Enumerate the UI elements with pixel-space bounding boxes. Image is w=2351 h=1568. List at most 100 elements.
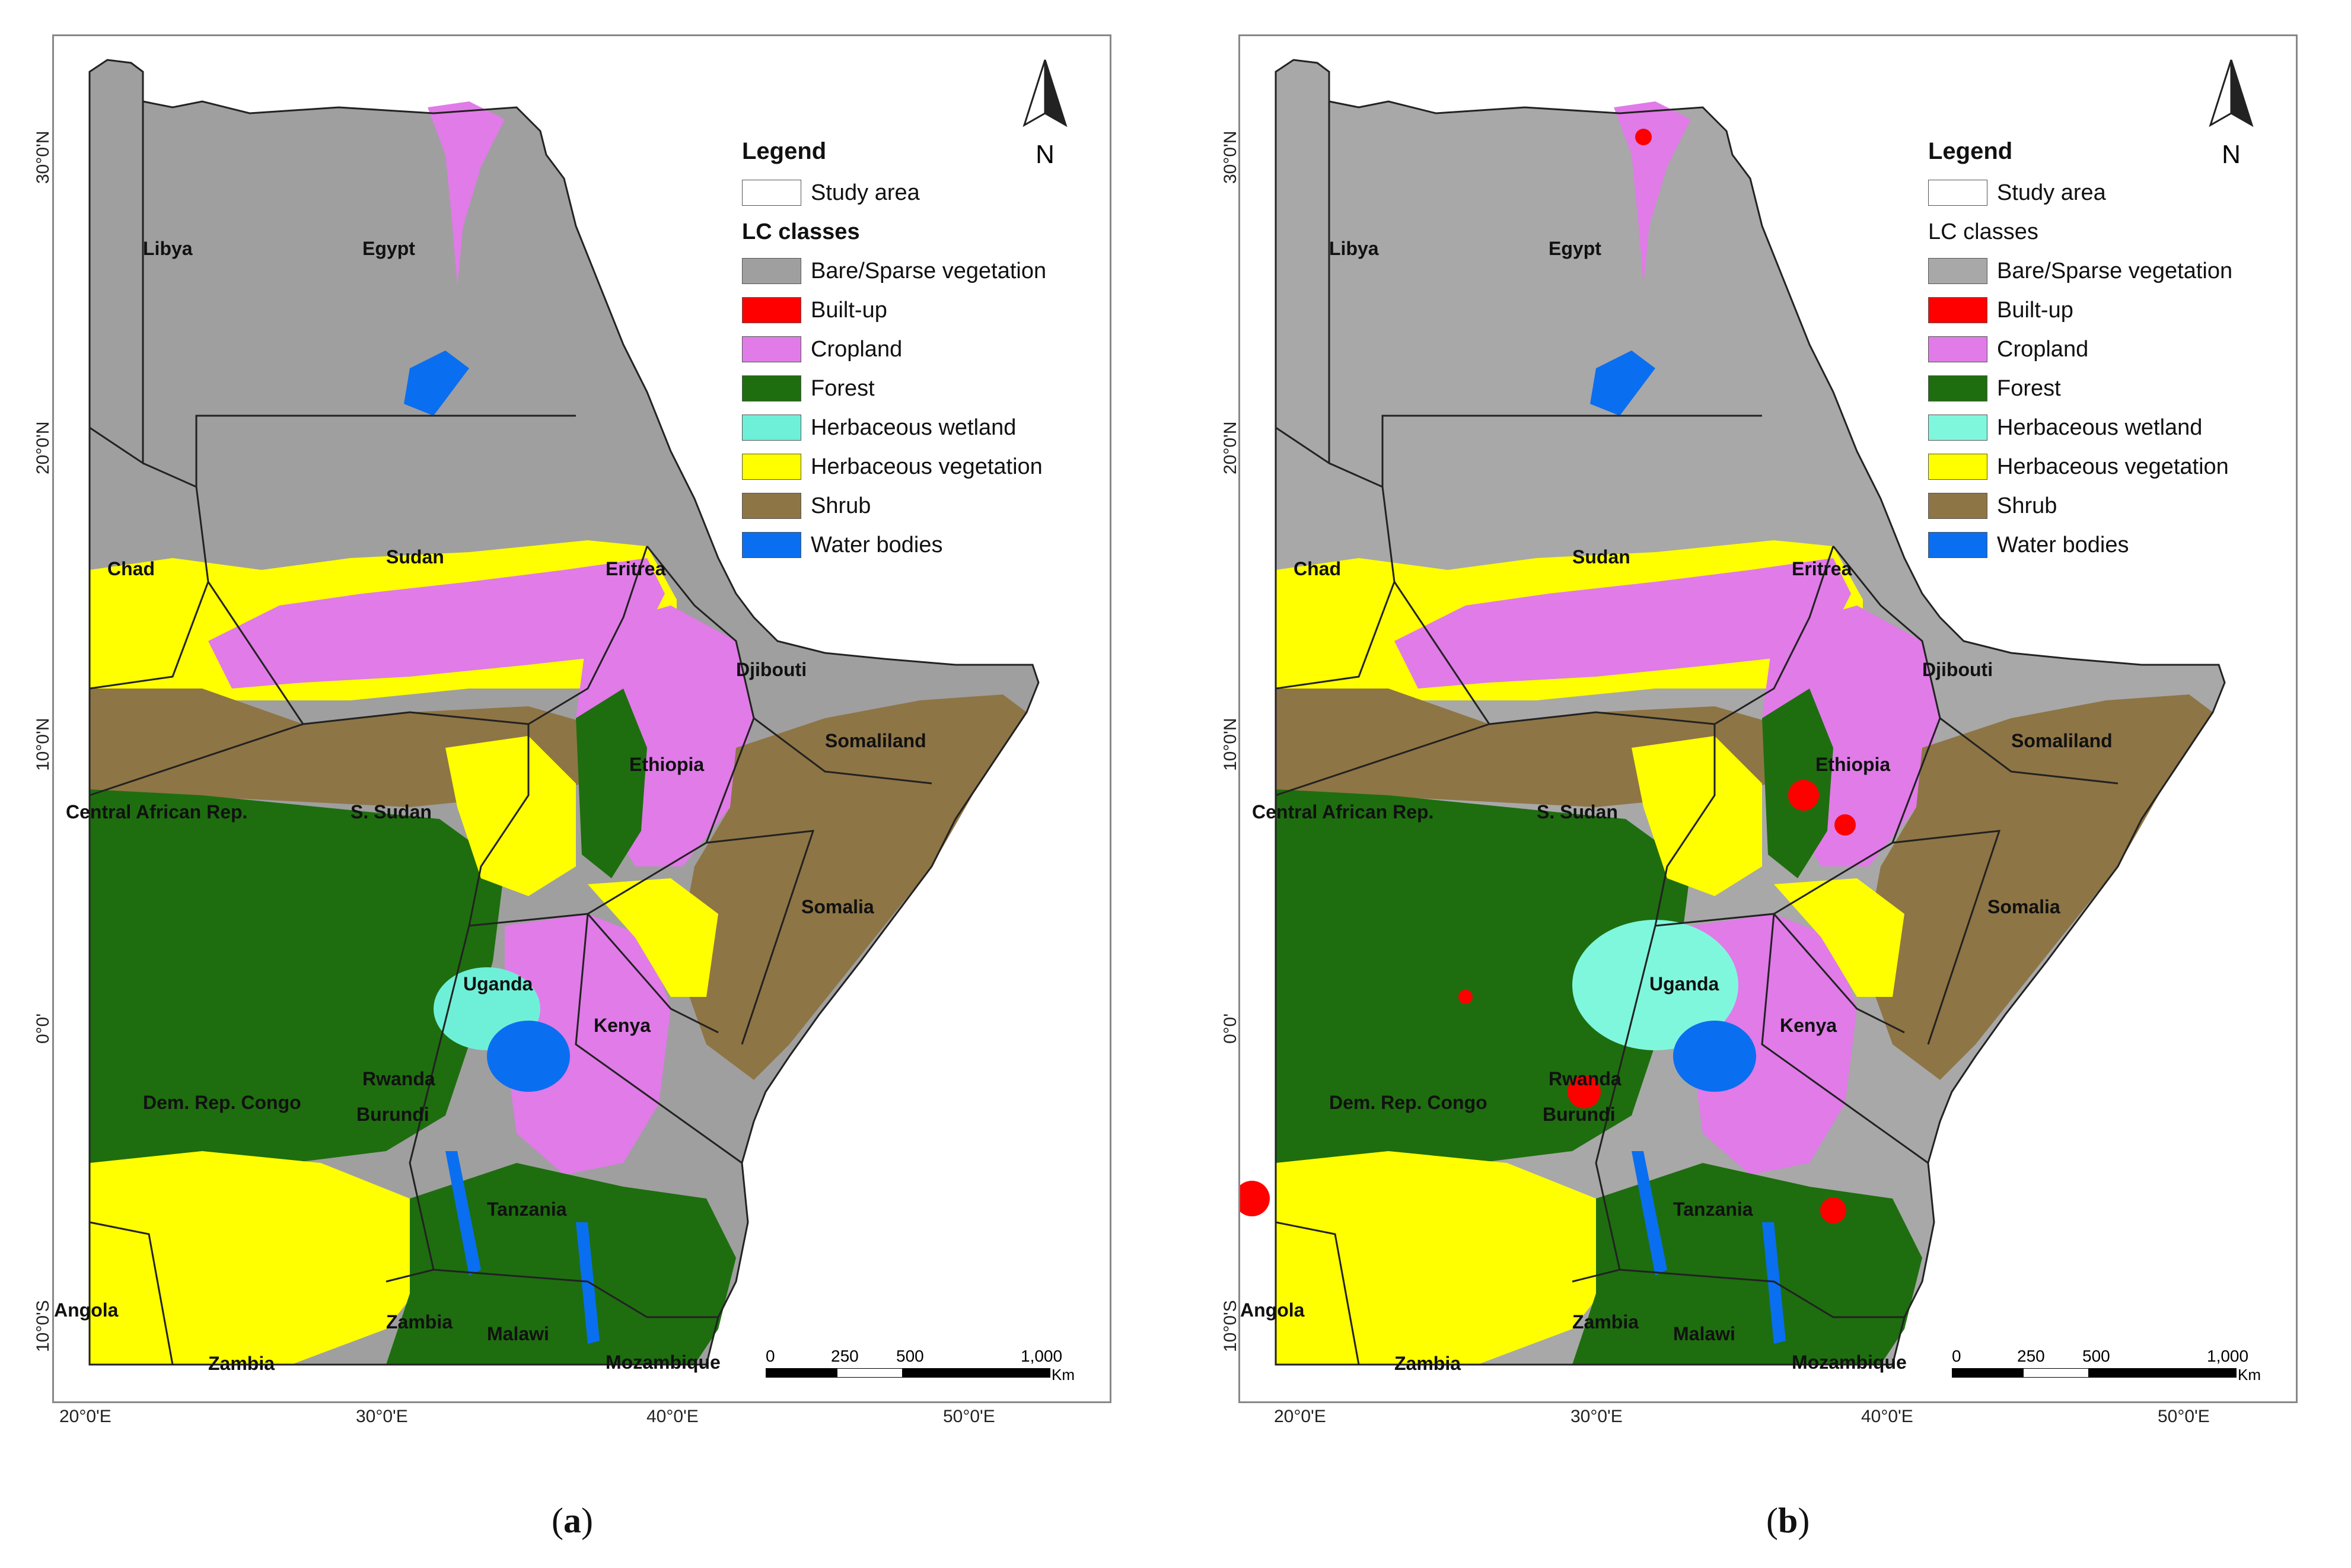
label-chad: Chad xyxy=(1294,558,1341,579)
lake-tanganyika xyxy=(1632,1151,1667,1276)
scale-segment xyxy=(902,1368,1050,1378)
study-area-label: Study area xyxy=(1997,180,2106,205)
north-arrow-icon xyxy=(1022,59,1068,128)
legend-swatch xyxy=(1928,454,1987,480)
label-tanzania: Tanzania xyxy=(487,1199,567,1220)
legend-label: Forest xyxy=(1997,375,2061,401)
legend-study-area: Study area xyxy=(742,173,1046,212)
label-angola: Angola xyxy=(1240,1299,1305,1321)
legend-label: Built-up xyxy=(1997,297,2073,323)
scale-segment xyxy=(837,1368,903,1378)
lake-tanganyika xyxy=(445,1151,481,1276)
legend-swatch xyxy=(742,258,801,284)
legend-label: Water bodies xyxy=(1997,532,2129,557)
label-mozambique: Mozambique xyxy=(1792,1352,1907,1373)
legend-swatch xyxy=(742,297,801,323)
legend-item: Built-up xyxy=(1928,291,2232,330)
legend-item: Herbaceous vegetation xyxy=(1928,447,2232,486)
legend-swatch xyxy=(1928,336,1987,362)
scale-segment xyxy=(2023,1368,2089,1378)
nile-cropland xyxy=(1614,101,1691,285)
lake-victoria xyxy=(487,1021,570,1092)
lon-tick: 20°0'E xyxy=(1274,1407,1326,1426)
lat-tick: 20°0'N xyxy=(33,421,53,474)
label-car: Central African Rep. xyxy=(66,801,248,823)
label-malawi: Malawi xyxy=(1673,1323,1735,1344)
label-drc: Dem. Rep. Congo xyxy=(143,1092,301,1113)
legend-swatch xyxy=(1928,258,1987,284)
label-burundi: Burundi xyxy=(356,1104,429,1125)
forest-south xyxy=(386,1163,736,1365)
label-somaliland: Somaliland xyxy=(2011,730,2113,751)
legend-label: Cropland xyxy=(1997,336,2089,362)
label-angola: Angola xyxy=(54,1299,119,1321)
legend-items: Bare/Sparse vegetation Built-up Cropland Fo… xyxy=(1928,251,2232,565)
lake-victoria xyxy=(1673,1021,1756,1092)
legend-swatch xyxy=(742,415,801,441)
lon-tick: 20°0'E xyxy=(59,1407,112,1426)
legend: Legend Study area LC classes Bare/Sparse… xyxy=(742,138,1046,565)
map-panel-b: Libya Egypt Sudan Chad Eritrea Djibouti … xyxy=(1221,0,2351,1568)
map-frame: Libya Egypt Sudan Chad Eritrea Djibouti … xyxy=(52,34,1111,1403)
lake-malawi xyxy=(576,1222,600,1344)
scale-label-0: 0 xyxy=(766,1347,775,1365)
label-zambia: Zambia xyxy=(1572,1311,1639,1333)
label-eritrea: Eritrea xyxy=(1792,558,1852,579)
scale-label-1000: 1,000 xyxy=(1021,1347,1063,1365)
lat-tick: 0°0' xyxy=(33,1013,53,1044)
legend-item: Forest xyxy=(1928,369,2232,408)
lat-tick: 0°0' xyxy=(1221,1013,1240,1044)
herbaceous-south xyxy=(1276,1151,1620,1365)
scale-bar: 0 250 500 1,000 Km xyxy=(1952,1347,2272,1384)
map-panel-a: Libya Egypt Sudan Chad Eritrea Djibouti … xyxy=(33,34,1111,1540)
lon-tick: 50°0'E xyxy=(943,1407,995,1426)
caption-b: (b) xyxy=(1766,1501,1810,1540)
shrub-horn xyxy=(1863,694,2213,1080)
legend-item: Bare/Sparse vegetation xyxy=(742,251,1046,291)
legend-swatch xyxy=(1928,297,1987,323)
label-burundi: Burundi xyxy=(1543,1104,1616,1125)
label-rwanda: Rwanda xyxy=(1549,1068,1622,1089)
cropland-sahel xyxy=(208,558,665,689)
label-car: Central African Rep. xyxy=(1252,801,1434,823)
lat-tick: 10°0'N xyxy=(1221,718,1240,771)
lon-tick: 40°0'E xyxy=(646,1407,699,1426)
scale-label-0: 0 xyxy=(1952,1347,1961,1365)
country-borders xyxy=(1275,59,2226,1366)
legend-label: Shrub xyxy=(1997,493,2057,518)
legend-swatch xyxy=(1928,493,1987,519)
study-area-label: Study area xyxy=(811,180,920,205)
legend-label: Shrub xyxy=(811,493,871,518)
label-sudan: Sudan xyxy=(386,546,444,568)
scale-unit: Km xyxy=(1052,1366,1075,1384)
legend-classes-heading: LC classes xyxy=(742,219,860,244)
map-frame: Libya Egypt Sudan Chad Eritrea Djibouti … xyxy=(1238,34,2298,1403)
herbaceous-kenya xyxy=(588,878,718,997)
label-somalia: Somalia xyxy=(801,896,874,917)
lon-tick: 50°0'E xyxy=(2158,1407,2210,1426)
cropland-sahel xyxy=(1394,558,1851,689)
label-libya: Libya xyxy=(1329,238,1379,259)
north-arrow: N xyxy=(2205,54,2258,170)
legend-swatch xyxy=(1928,532,1987,558)
legend-label: Cropland xyxy=(811,336,903,362)
label-djibouti: Djibouti xyxy=(1922,659,1993,680)
label-zambia-south: Zambia xyxy=(208,1353,275,1374)
label-ssudan: S. Sudan xyxy=(351,801,432,823)
label-chad: Chad xyxy=(107,558,155,579)
herbaceous-south xyxy=(90,1151,434,1365)
legend-item: Herbaceous vegetation xyxy=(742,447,1046,486)
label-djibouti: Djibouti xyxy=(736,659,807,680)
label-tanzania: Tanzania xyxy=(1673,1199,1753,1220)
legend-swatch xyxy=(742,493,801,519)
label-zambia: Zambia xyxy=(386,1311,453,1333)
herbaceous-ssudan xyxy=(1632,736,1762,896)
legend-item: Herbaceous wetland xyxy=(742,408,1046,447)
lat-tick: 10°0'N xyxy=(33,718,53,771)
legend: Legend Study area LC classes Bare/Sparse… xyxy=(1928,138,2232,565)
label-egypt: Egypt xyxy=(1549,238,1601,259)
legend-swatch xyxy=(1928,415,1987,441)
legend-item: Shrub xyxy=(742,486,1046,525)
legend-swatch xyxy=(1928,375,1987,401)
label-drc: Dem. Rep. Congo xyxy=(1329,1092,1487,1113)
